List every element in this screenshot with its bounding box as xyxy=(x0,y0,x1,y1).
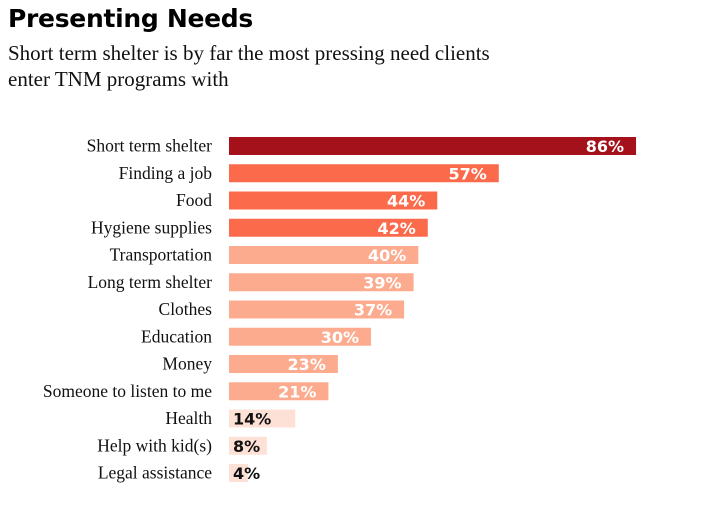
bar-row: Long term shelter 39% xyxy=(88,272,414,292)
bar xyxy=(229,164,499,183)
category-label: Education xyxy=(141,326,212,346)
value-label: 42% xyxy=(377,219,415,238)
bar-row: Finding a job 57% xyxy=(119,163,499,183)
bar xyxy=(229,300,405,319)
bar-row: Legal assistance 4% xyxy=(98,463,260,484)
value-label: 39% xyxy=(363,273,401,292)
bar xyxy=(229,409,296,428)
category-label: Health xyxy=(165,408,212,428)
value-label: 40% xyxy=(368,246,406,265)
category-label: Transportation xyxy=(110,245,213,265)
category-label: Legal assistance xyxy=(98,463,212,483)
value-label: 30% xyxy=(321,328,359,347)
category-label: Clothes xyxy=(159,299,213,319)
bar-row: Hygiene supplies 42% xyxy=(91,217,428,238)
chart-subtitle: Short term shelter is by far the most pr… xyxy=(8,40,608,92)
bar xyxy=(229,246,419,264)
subtitle-line-2: enter TNM programs with xyxy=(8,67,229,91)
bar-row: Help with kid(s) 8% xyxy=(97,435,267,456)
bar xyxy=(229,218,428,237)
bar xyxy=(229,355,338,373)
bar xyxy=(229,327,371,346)
category-label: Someone to listen to me xyxy=(43,381,212,401)
bar-row: Transportation 40% xyxy=(110,245,419,265)
value-label: 8% xyxy=(233,437,260,456)
bar-row: Clothes 37% xyxy=(159,299,405,320)
value-label: 21% xyxy=(278,382,316,401)
value-label: 44% xyxy=(387,192,425,211)
category-label: Help with kid(s) xyxy=(97,435,212,455)
value-label: 4% xyxy=(233,464,260,483)
subtitle-line-1: Short term shelter is by far the most pr… xyxy=(8,41,490,65)
bar xyxy=(229,273,414,292)
bar xyxy=(229,382,329,401)
value-label: 37% xyxy=(354,301,392,320)
bar xyxy=(229,137,637,155)
bar xyxy=(229,436,267,455)
value-label: 86% xyxy=(586,137,624,156)
bar xyxy=(229,191,438,210)
bar-row: Short term shelter 86% xyxy=(87,136,637,156)
bar xyxy=(229,464,248,482)
bar-row: Education 30% xyxy=(141,326,371,347)
value-label: 57% xyxy=(448,164,486,183)
chart-title: Presenting Needs xyxy=(8,4,253,33)
category-label: Finding a job xyxy=(119,163,213,183)
bar-row: Someone to listen to me 21% xyxy=(43,381,329,401)
bar-row: Health 14% xyxy=(165,408,296,429)
value-label: 23% xyxy=(288,355,326,374)
category-label: Long term shelter xyxy=(88,272,213,292)
bar-row: Money 23% xyxy=(162,354,338,374)
value-label: 14% xyxy=(233,410,271,429)
category-label: Hygiene supplies xyxy=(91,217,212,237)
category-label: Food xyxy=(176,190,212,210)
category-label: Short term shelter xyxy=(87,136,213,156)
category-label: Money xyxy=(162,354,212,374)
bar-row: Food 44% xyxy=(176,190,438,211)
